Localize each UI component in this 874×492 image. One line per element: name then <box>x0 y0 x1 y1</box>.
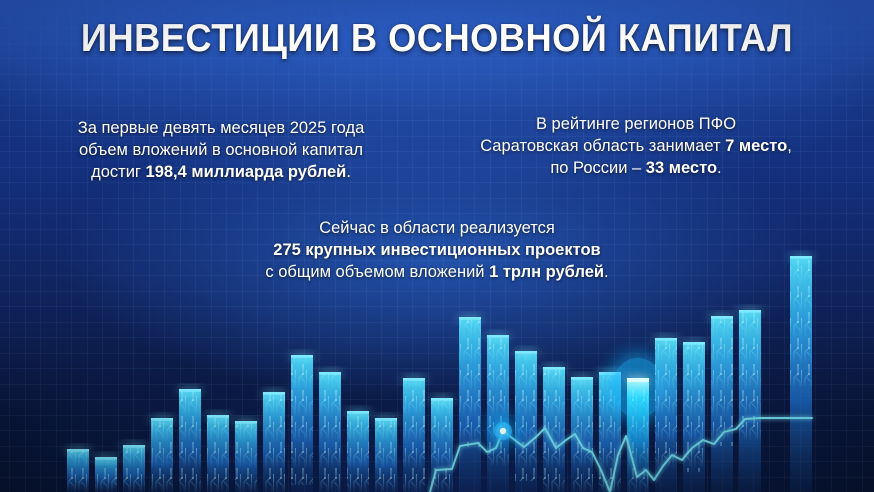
infographic-root: ИНВЕСТИЦИИ В ОСНОВНОЙ КАПИТАЛ За первые … <box>0 0 874 492</box>
background-vignette <box>0 0 874 492</box>
